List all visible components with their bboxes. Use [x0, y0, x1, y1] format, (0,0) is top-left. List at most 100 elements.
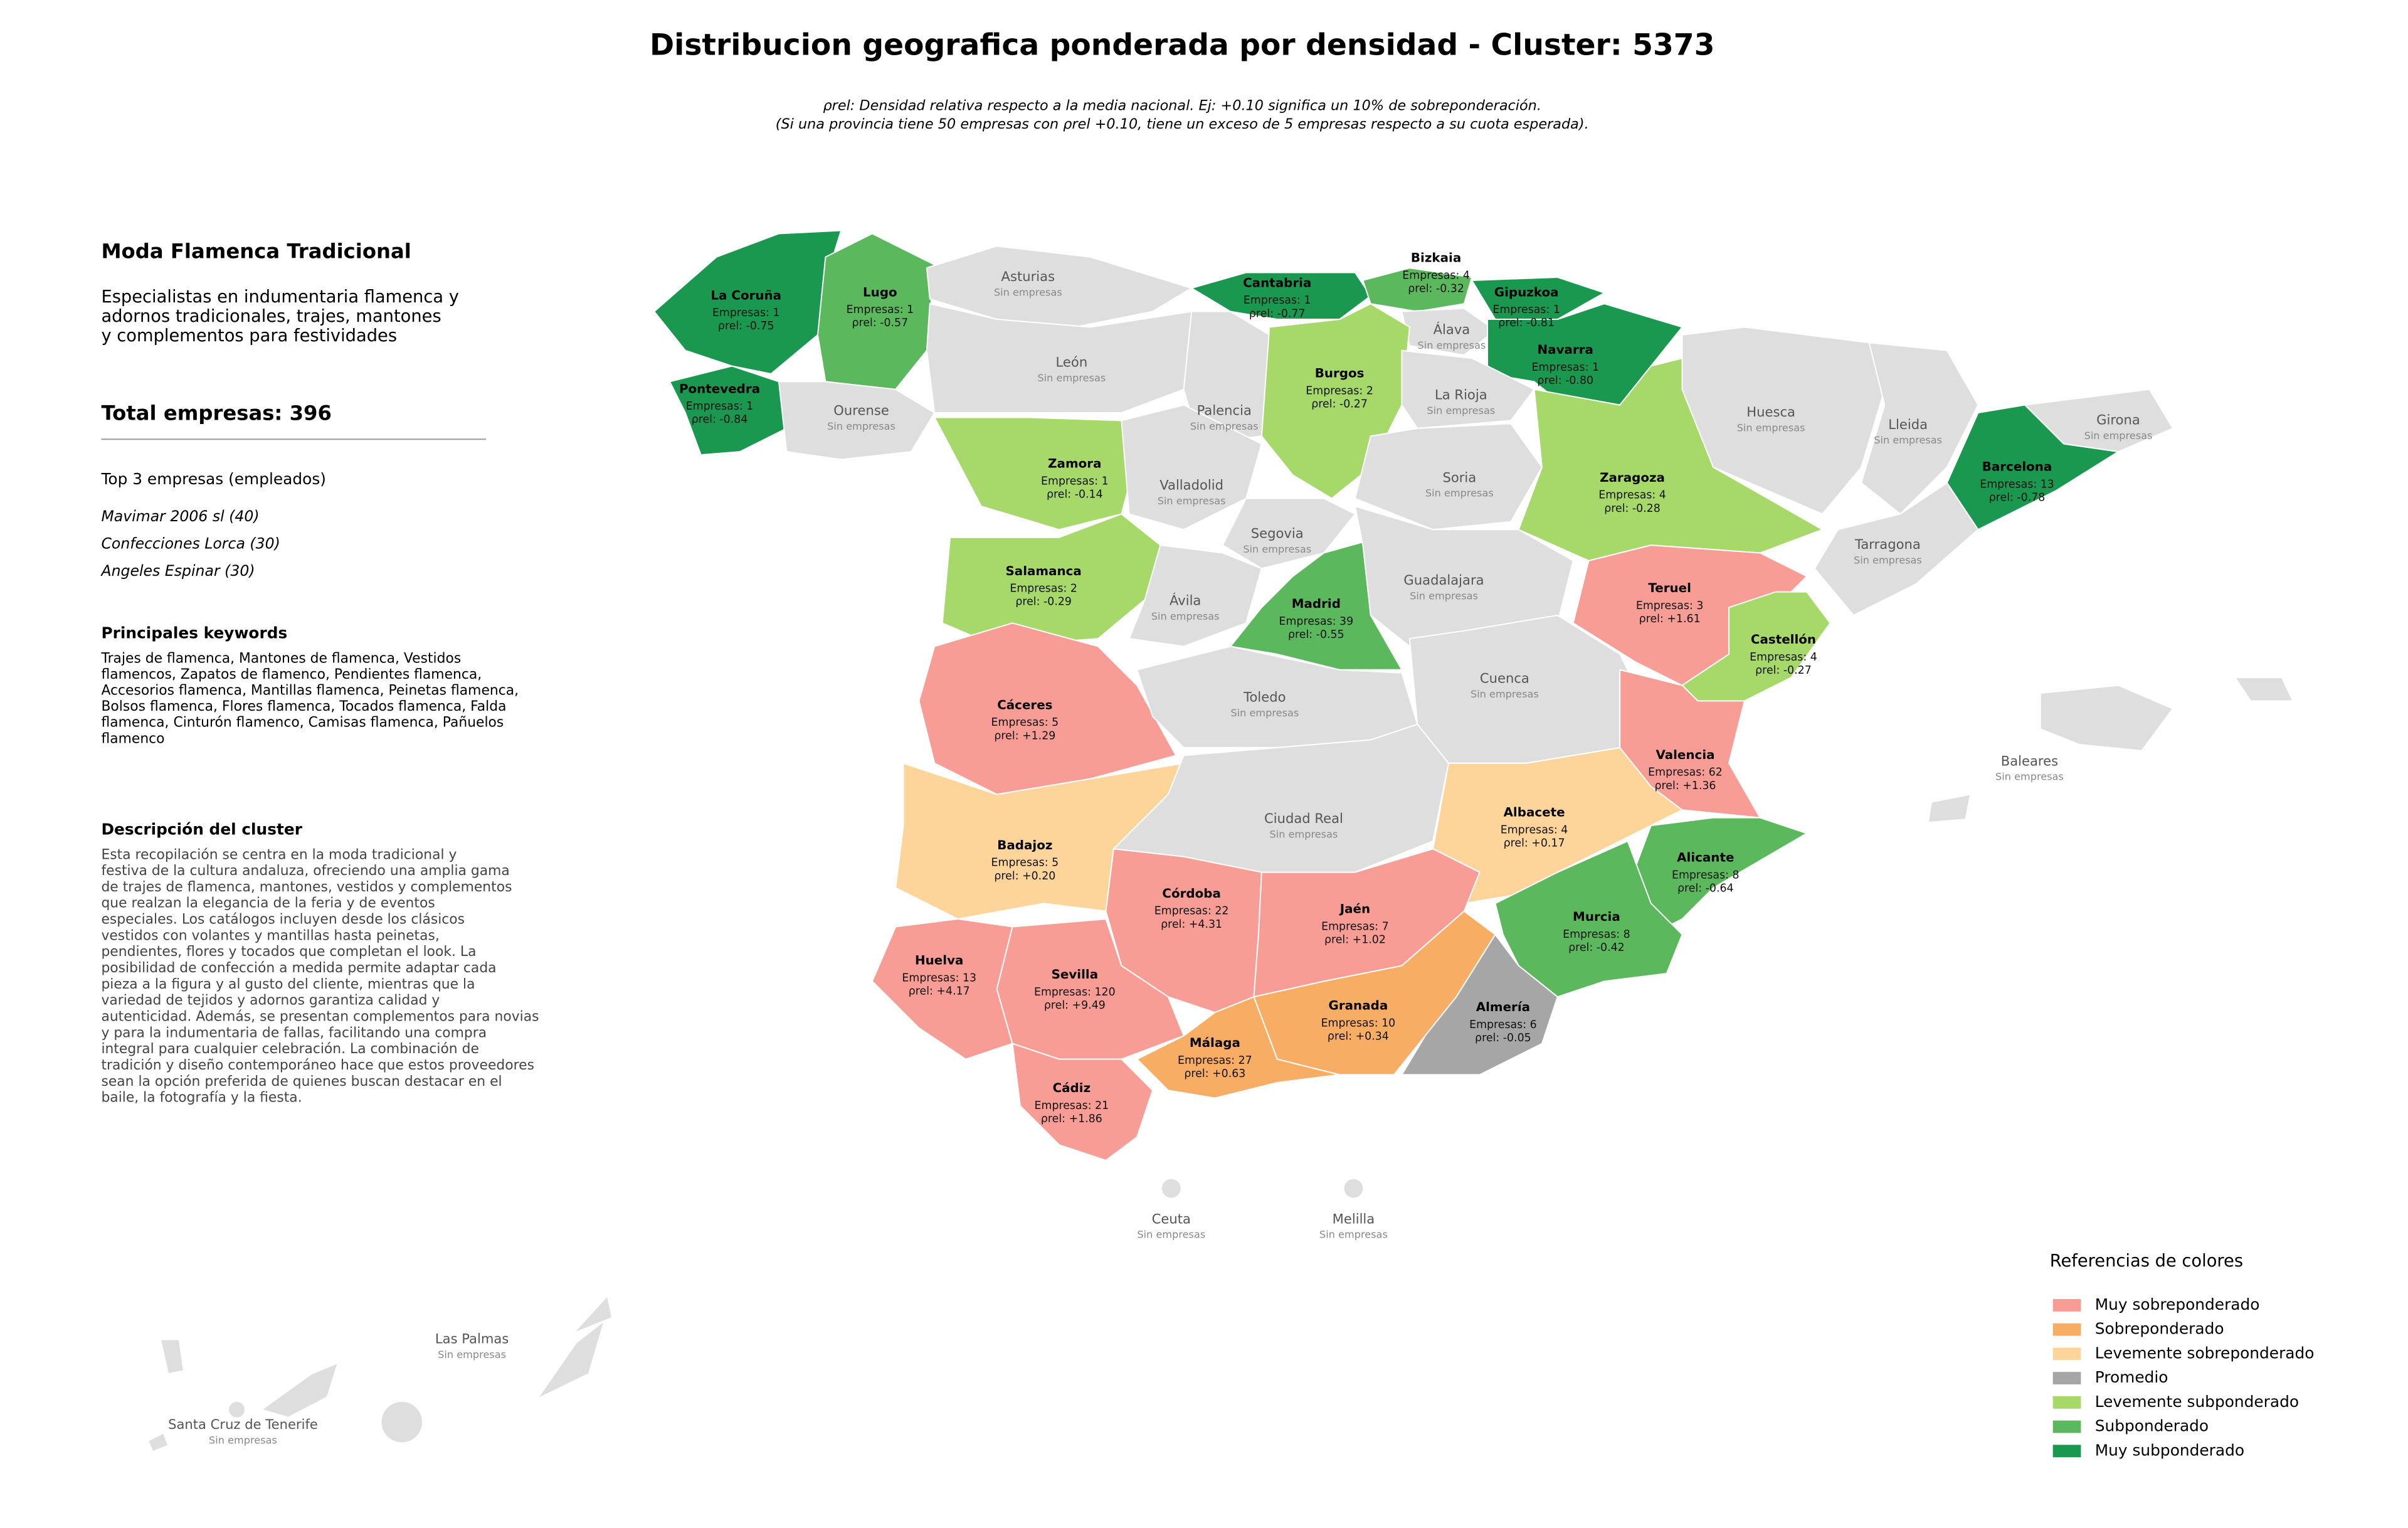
legend-label: Muy sobreponderado [2095, 1295, 2260, 1313]
province-status: Sin empresas [994, 286, 1062, 298]
province [1681, 326, 1886, 515]
province-rho: ρrel: -0.55 [1288, 629, 1344, 641]
province-name: Sevilla [1052, 967, 1099, 982]
province-companies: Empresas: 62 [1648, 767, 1723, 779]
province-name: Zamora [1048, 456, 1101, 470]
province-status: Sin empresas [1427, 405, 1495, 416]
province-name: Burgos [1315, 366, 1365, 380]
province-rho: ρrel: +4.17 [909, 985, 970, 998]
province-name: Ceuta [1152, 1211, 1191, 1226]
description-line: baile, la fotografía y la fiesta. [101, 1090, 302, 1106]
legend-swatch [2052, 1347, 2081, 1361]
province [778, 381, 936, 460]
legend-label: Muy subponderado [2095, 1441, 2244, 1459]
province-name: Zaragoza [1600, 470, 1665, 485]
top-company: Mavimar 2006 sl (40) [101, 507, 259, 525]
keywords-line: Trajes de flamenca, Mantones de flamenca… [100, 650, 461, 666]
province [159, 1339, 185, 1375]
province-status: Sin empresas [1270, 828, 1338, 840]
legend-label: Sobreponderado [2095, 1320, 2224, 1338]
province-rho: ρrel: -0.64 [1677, 883, 1734, 895]
province-companies: Empresas: 1 [1244, 294, 1311, 307]
description-line: pendientes, flores y tocados que complet… [101, 944, 476, 960]
province-companies: Empresas: 120 [1034, 986, 1116, 999]
province-name: Granada [1329, 999, 1388, 1013]
province-rho: ρrel: -0.32 [1408, 283, 1464, 295]
legend-swatch [2052, 1396, 2081, 1409]
province-status: Sin empresas [209, 1434, 277, 1446]
panel-title: Moda Flamenca Tradicional [101, 239, 411, 263]
province [2039, 684, 2174, 751]
province-rho: ρrel: -0.75 [718, 320, 774, 332]
province [1344, 1179, 1363, 1198]
description-line: festiva de la cultura andaluza, ofrecien… [101, 863, 509, 879]
province [1400, 933, 1558, 1076]
province-name: Salamanca [1005, 564, 1081, 578]
province-rho: ρrel: -0.27 [1311, 398, 1368, 410]
province-name: Lleida [1888, 416, 1928, 432]
province-companies: Empresas: 1 [686, 400, 754, 413]
province [1136, 995, 1340, 1099]
province [996, 918, 1185, 1060]
province-rho: ρrel: +1.29 [994, 730, 1055, 742]
province-rho: ρrel: +0.20 [994, 870, 1055, 883]
province-name: Álava [1434, 321, 1471, 337]
province-rho: ρrel: -0.27 [1755, 664, 1812, 677]
province-rho: ρrel: +1.61 [1639, 613, 1701, 625]
province-rho: ρrel: -0.42 [1568, 942, 1625, 954]
legend-label: Promedio [2095, 1368, 2168, 1386]
keywords-line: flamenca, Cinturón flamenco, Camisas fla… [101, 715, 504, 731]
province-status: Sin empresas [1158, 495, 1226, 507]
legend-swatch [2052, 1298, 2081, 1312]
province-status: Sin empresas [1037, 372, 1106, 384]
province-rho: ρrel: -0.14 [1047, 488, 1103, 501]
province [817, 233, 936, 390]
province-rho: ρrel: +0.17 [1504, 837, 1565, 850]
province-name: Baleares [2001, 753, 2058, 768]
summary-line: Especialistas en indumentaria flamenca y [101, 287, 458, 307]
top-title: Top 3 empresas (empleados) [100, 470, 326, 488]
total: Total empresas: 396 [101, 401, 332, 425]
province [1354, 423, 1543, 531]
province-name: Córdoba [1162, 886, 1221, 901]
province [1401, 349, 1536, 429]
province [1161, 1179, 1181, 1198]
province-name: Valencia [1656, 748, 1714, 762]
province [668, 365, 788, 456]
province-companies: Empresas: 1 [847, 304, 914, 316]
legend-title: Referencias de colores [2050, 1251, 2243, 1271]
province-companies: Empresas: 21 [1035, 1100, 1109, 1112]
province-companies: Empresas: 4 [1750, 651, 1817, 664]
description-line: sean la opción preferida de quienes busc… [101, 1074, 502, 1090]
province-companies: Empresas: 1 [1041, 475, 1109, 487]
province [535, 1319, 606, 1401]
province-name: Toledo [1243, 689, 1286, 704]
province-name: Barcelona [1982, 459, 2052, 474]
province-name: La Rioja [1435, 387, 1487, 403]
keywords-line: Bolsos flamenca, Flores flamenca, Tocado… [101, 699, 506, 714]
province-name: Málaga [1190, 1036, 1240, 1050]
province [1112, 723, 1450, 873]
province-name: Ávila [1170, 593, 1201, 608]
summary-line: y complementos para festividades [101, 326, 397, 346]
province-name: Murcia [1573, 910, 1620, 924]
province-companies: Empresas: 8 [1563, 928, 1630, 941]
legend-label: Levemente sobreponderado [2095, 1344, 2315, 1362]
province-companies: Empresas: 13 [902, 972, 976, 984]
province-companies: Empresas: 13 [1980, 478, 2054, 491]
province-name: Ciudad Real [1264, 810, 1343, 826]
province-status: Sin empresas [1151, 610, 1220, 622]
province-companies: Empresas: 1 [1492, 304, 1560, 316]
province-companies: Empresas: 3 [1636, 600, 1704, 612]
province [573, 1294, 613, 1334]
province [229, 1401, 245, 1418]
province-name: Navarra [1538, 342, 1593, 357]
province-name: Soria [1442, 469, 1476, 485]
province-companies: Empresas: 10 [1321, 1017, 1396, 1029]
description-line: integral para cualquier celebración. La … [101, 1041, 478, 1057]
keywords-line: Accesorios flamenca, Mantillas flamenca,… [101, 683, 519, 699]
province-companies: Empresas: 27 [1178, 1054, 1252, 1067]
province-name: Palencia [1197, 403, 1252, 418]
province-status: Sin empresas [1418, 339, 1486, 351]
